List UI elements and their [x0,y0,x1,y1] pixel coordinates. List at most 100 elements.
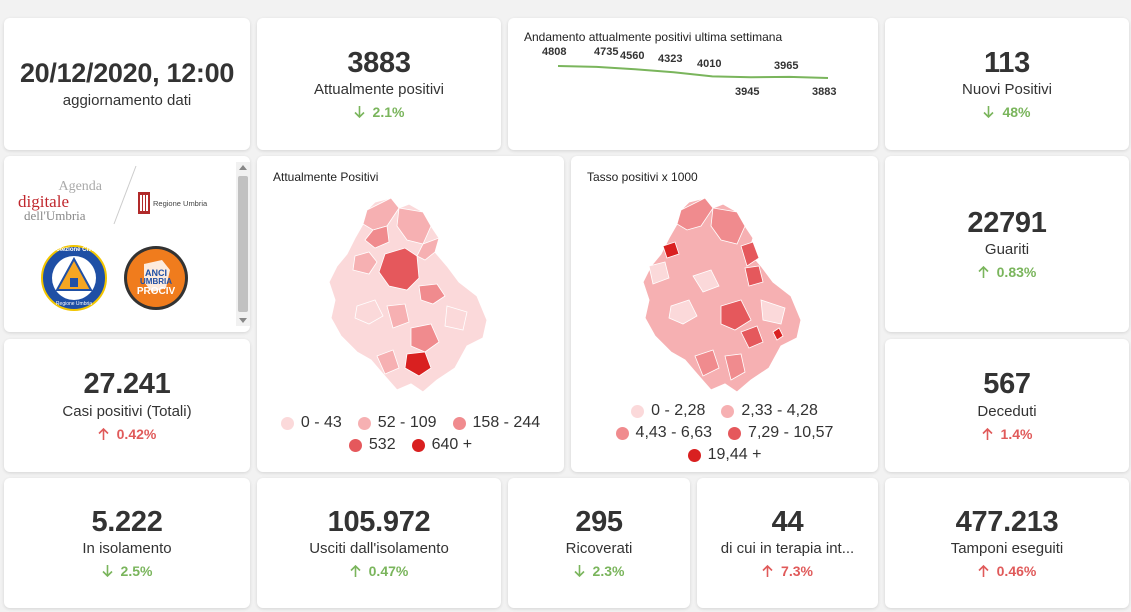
kpi-label: Ricoverati [565,540,633,558]
kpi-value: 5.222 [91,505,163,538]
scroll-up-icon[interactable] [239,165,247,170]
arrow-up-icon [978,565,989,578]
sparkline-card[interactable]: Andamento attualmente positivi ultima se… [508,18,878,150]
kpi-deceduti[interactable]: 567 Deceduti 1.4% [885,339,1129,472]
kpi-trend-value: 0.46% [996,563,1037,580]
agenda-digitale-logo: Agenda digitale dell'Umbria [18,179,118,223]
anci-line1: ANCI [145,268,167,278]
arrow-up-icon [762,565,773,578]
arrow-up-icon [978,266,989,279]
kpi-label: Casi positivi (Totali) [62,402,192,420]
agenda-line3: dell'Umbria [24,208,86,223]
sparkline-value-label: 4560 [620,50,645,62]
kpi-trend: 7.3% [762,563,813,579]
kpi-label: di cui in terapia int... [720,540,855,558]
update-card: 20/12/2020, 12:00 aggiornamento dati [4,18,250,150]
kpi-value: 44 [771,505,804,538]
sparkline-value-label: 3945 [735,86,760,98]
kpi-trend: 0.46% [978,563,1037,580]
umbria-map-positivi[interactable] [327,196,497,396]
arrow-down-icon [983,106,995,119]
anci-line3: PROCIV [136,285,176,297]
kpi-label: Attualmente positivi [313,81,445,99]
kpi-isolamento[interactable]: 5.222 In isolamento 2.5% [4,478,250,608]
kpi-nuovi-positivi[interactable]: 113 Nuovi Positivi 48% [885,18,1129,150]
kpi-tamponi[interactable]: 477.213 Tamponi eseguiti 0.46% [885,478,1129,608]
legend-item: 0 - 2,28 [631,402,705,420]
anci-line2: UMBRIA [140,277,172,287]
kpi-value: 295 [575,505,623,538]
map-positivi-legend: 0 - 43 52 - 109 158 - 244 532 640 + [267,414,554,458]
sparkline-value-label: 4735 [594,46,619,58]
agenda-line2: digitale [18,192,69,211]
kpi-guariti[interactable]: 22791 Guariti 0.83% [885,156,1129,332]
kpi-trend-value: 48% [1002,104,1031,121]
arrow-down-icon [101,565,113,578]
arrow-down-icon [353,106,365,119]
kpi-trend-value: 2.1% [372,104,405,121]
kpi-trend: 2.5% [101,563,153,580]
agenda-line1: Agenda [58,179,102,194]
kpi-label: Guariti [984,241,1030,259]
kpi-trend-value: 2.5% [120,563,153,580]
legend-label: 0 - 43 [300,414,342,431]
map-tasso-legend: 0 - 2,28 2,33 - 4,28 4,43 - 6,63 7,29 - 10,… [581,402,868,468]
scroll-down-icon[interactable] [239,318,247,323]
kpi-value: 27.241 [83,368,171,401]
legend-dot-icon [280,416,294,430]
kpi-trend-value: 0.42% [116,425,157,442]
kpi-casi-totali[interactable]: 27.241 Casi positivi (Totali) 0.42% [4,339,250,472]
legend-item: 0 - 43 [280,414,342,432]
legend-label: 0 - 2,28 [651,402,706,419]
kpi-ricoverati[interactable]: 295 Ricoverati 2.3% [508,478,690,608]
sparkline-value-label: 4808 [542,46,567,58]
legend-label: 4,43 - 6,63 [635,424,713,441]
legend-item: 52 - 109 [357,414,437,432]
kpi-trend: 0.42% [98,425,157,442]
protezione-civile-logo [41,245,107,311]
legend-item: 640 + [411,436,472,454]
divider-line [113,165,137,225]
kpi-trend: 2.1% [353,104,405,121]
legend-dot-icon [728,426,742,440]
map-tasso-title: Tasso positivi x 1000 [587,170,698,184]
legend-item: 4,43 - 6,63 [615,424,713,442]
legend-label: 2,33 - 4,28 [741,402,818,419]
sparkline-chart [557,65,829,79]
update-label: aggiornamento dati [62,92,192,110]
kpi-value: 3883 [347,46,411,79]
anci-text: ANCI UMBRIA PROCIV [122,268,190,297]
kpi-trend: 2.3% [573,563,624,579]
protezione-civile-text: Protezione Civile [49,247,99,253]
legend-label: 7,29 - 10,57 [748,424,834,441]
legend-label: 19,44 + [707,446,762,463]
legend-item: 532 [348,436,396,454]
sparkline-value-label: 4323 [658,53,683,65]
map-positivi-card[interactable]: Attualmente Positivi 0 - 43 52 - 109 158 -… [257,156,564,472]
scrollbar[interactable] [236,162,250,326]
map-tasso-card[interactable]: Tasso positivi x 1000 0 - 2,28 2,33 - 4,2… [571,156,878,472]
kpi-label: In isolamento [82,540,172,558]
legend-dot-icon [721,404,735,418]
sparkline-title: Andamento attualmente positivi ultima se… [524,30,783,44]
kpi-label: Deceduti [977,402,1037,420]
kpi-terapia-intensiva[interactable]: 44 di cui in terapia int... 7.3% [697,478,878,608]
kpi-value: 567 [983,368,1031,401]
legend-dot-icon [357,416,371,430]
scrollbar-thumb[interactable] [238,176,248,312]
protezione-civile-sub: Regione Umbria [55,301,93,307]
kpi-trend-value: 1.4% [1000,425,1033,442]
sparkline-value-label: 3883 [812,86,837,98]
legend-item: 2,33 - 4,28 [721,402,818,420]
kpi-usciti[interactable]: 105.972 Usciti dall'isolamento 0.47% [257,478,501,608]
legend-item: 19,44 + [687,446,762,464]
kpi-trend-value: 0.83% [996,264,1037,281]
umbria-map-tasso[interactable] [641,196,811,396]
kpi-attualmente-positivi[interactable]: 3883 Attualmente positivi 2.1% [257,18,501,150]
kpi-trend-value: 0.47% [368,563,409,580]
kpi-value: 477.213 [955,505,1059,538]
map-positivi-title: Attualmente Positivi [273,170,379,184]
legend-dot-icon [615,426,629,440]
kpi-label: Usciti dall'isolamento [309,540,449,558]
legend-dot-icon [631,404,645,418]
